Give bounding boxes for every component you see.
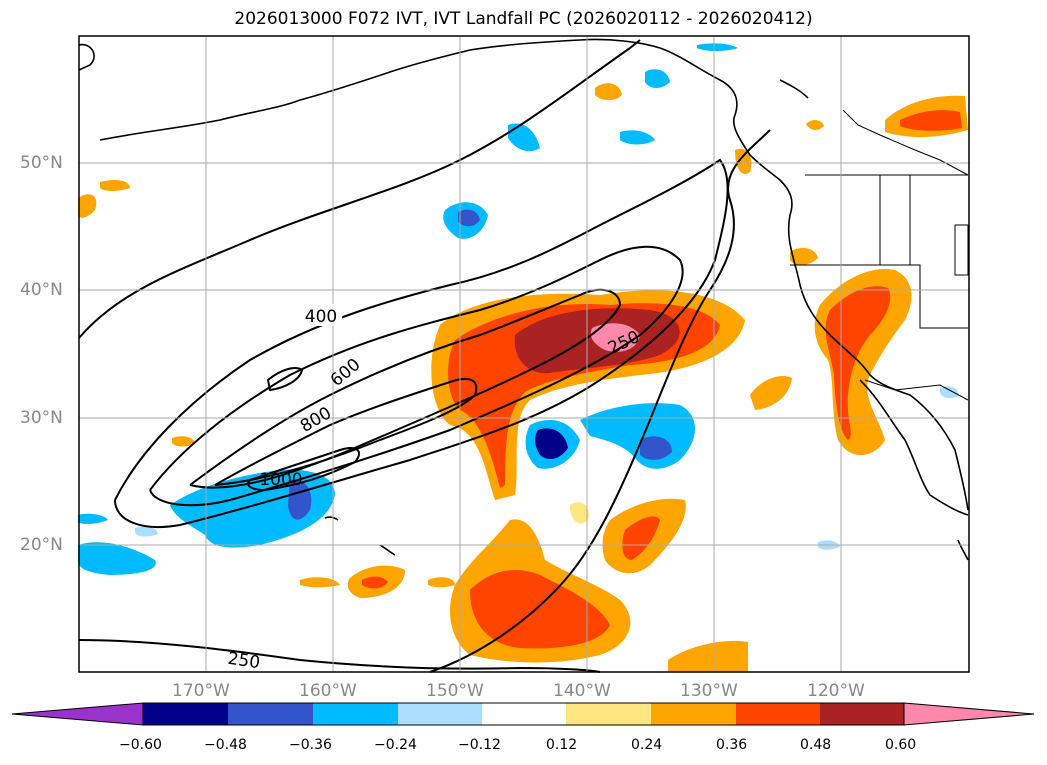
colorbar-tick: 0.60 [885,737,917,753]
contour-label-400: 400 [305,307,337,327]
colorbar-tick: 0.12 [546,737,578,753]
lon-label-160w: 160°W [299,681,357,701]
colorbar-tick: −0.48 [204,737,247,753]
chart-title: 2026013000 F072 IVT, IVT Landfall PC (20… [234,9,813,29]
lon-label-150w: 150°W [426,681,484,701]
colorbar-tick: 0.36 [716,737,748,753]
colorbar [11,702,1035,726]
colorbar-tick: −0.36 [289,737,332,753]
map-frame [78,35,970,673]
lon-label-170w: 170°W [172,681,230,701]
contour-label-250-lower: 250 [226,649,261,673]
lon-label-140w: 140°W [553,681,611,701]
lat-label-30n: 30°N [20,408,63,428]
positive-pc-shading [78,83,968,672]
lat-label-20n: 20°N [20,535,63,555]
colorbar-tick: −0.12 [458,737,501,753]
lon-label-130w: 130°W [680,681,738,701]
lon-label-120w: 120°W [807,681,865,701]
colorbar-tick: −0.24 [374,737,417,753]
colorbar-tick: 0.24 [631,737,663,753]
colorbar-tick: −0.60 [119,737,162,753]
gridlines [79,36,969,672]
coastlines [78,38,969,561]
negative-pc-shading [78,43,959,575]
contour-label-1000: 1000 [259,470,302,490]
colorbar-tick: 0.48 [800,737,832,753]
lat-label-50n: 50°N [20,153,63,173]
lat-label-40n: 40°N [20,280,63,300]
